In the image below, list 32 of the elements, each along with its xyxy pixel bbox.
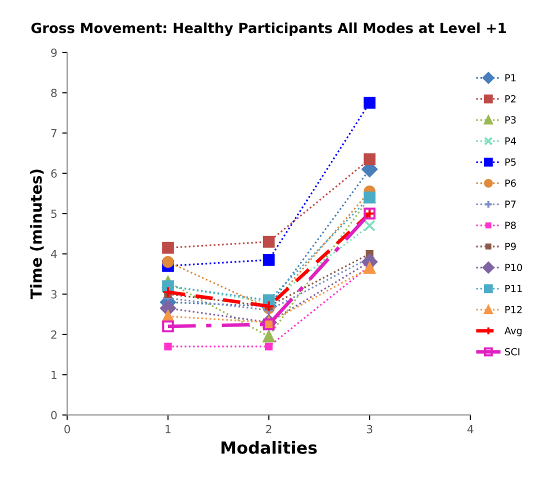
legend-label: P3 xyxy=(505,116,516,124)
legend-label: SCI xyxy=(505,348,520,356)
legend-label: P4 xyxy=(505,137,516,145)
legend-label: P1 xyxy=(505,74,516,82)
legend-label: P2 xyxy=(505,95,516,102)
legend-label: P6 xyxy=(505,179,516,187)
legend-label: P10 xyxy=(505,264,522,272)
y-tick-label: 2 xyxy=(51,330,56,339)
legend-label: P5 xyxy=(505,158,516,166)
y-axis-title: Time (minutes) xyxy=(30,170,44,300)
y-tick-label: 6 xyxy=(51,169,57,178)
legend-label: P11 xyxy=(505,284,522,292)
legend-label: P9 xyxy=(505,242,516,250)
x-axis-title: Modalities xyxy=(222,441,317,454)
legend-label: Avg xyxy=(504,327,522,336)
chart-title: Gross Movement: Healthy Participants All Modes at Level +1 xyxy=(31,22,506,36)
y-tick-label: 8 xyxy=(51,88,57,98)
y-tick-label: 9 xyxy=(51,48,57,57)
y-tick-label: 4 xyxy=(50,250,57,258)
y-tick-label: 3 xyxy=(51,290,57,299)
y-tick-label: 1 xyxy=(52,370,56,379)
x-tick-label: 2 xyxy=(266,424,272,434)
y-tick-label: 0 xyxy=(51,410,57,420)
y-tick-label: 5 xyxy=(51,210,57,218)
legend-label: P7 xyxy=(505,200,516,208)
x-tick-label: 4 xyxy=(467,425,474,434)
y-tick-label: 7 xyxy=(51,129,57,138)
x-tick-label: 0 xyxy=(64,424,70,434)
x-tick-label: 1 xyxy=(166,425,171,434)
x-tick-label: 3 xyxy=(366,424,372,434)
legend-label: P12 xyxy=(505,306,522,314)
legend-label: P8 xyxy=(505,222,516,229)
